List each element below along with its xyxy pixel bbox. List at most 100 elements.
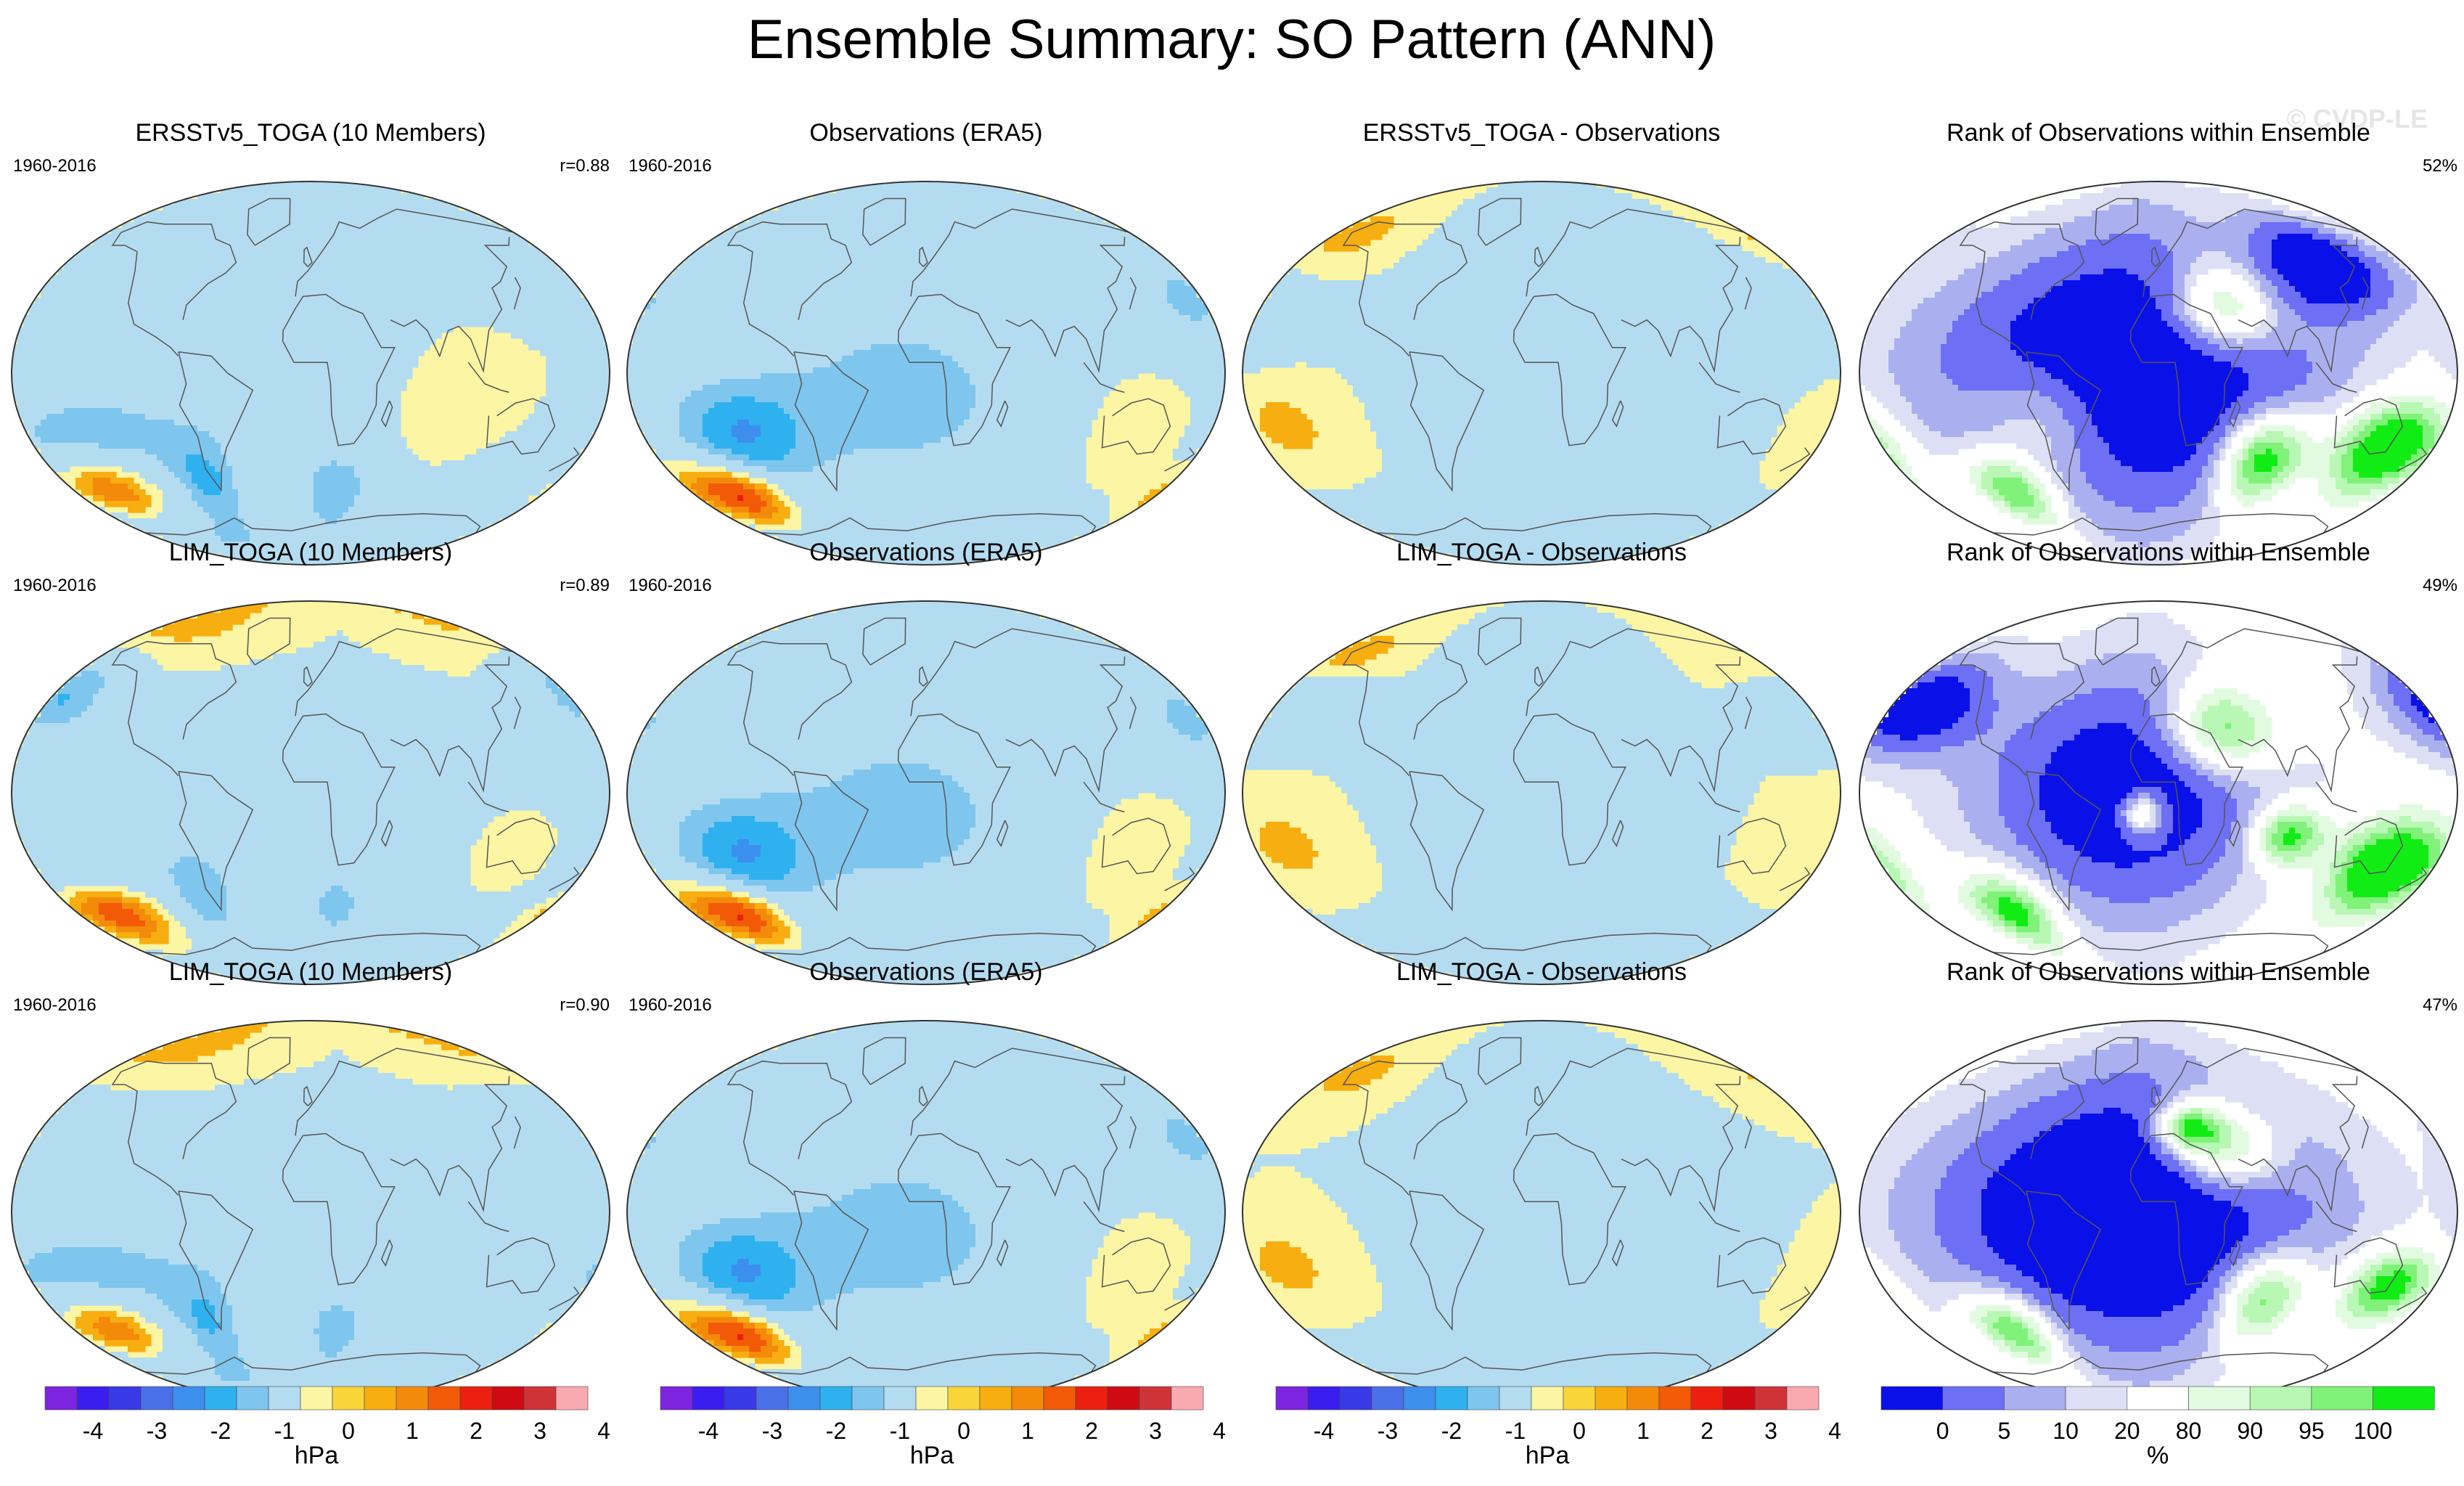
- coastline: [736, 221, 853, 320]
- coastline: [295, 628, 515, 717]
- coastline: [1716, 1237, 1787, 1294]
- colorbar-swatch: [2373, 1386, 2435, 1411]
- colorbar-swatch: [724, 1386, 757, 1411]
- map-outline: [626, 600, 1226, 985]
- colorbar-swatch: [236, 1386, 269, 1411]
- map-panel-6: Observations (ERA5) 1960-2016: [626, 539, 1226, 985]
- colorbar-swatch: [2188, 1386, 2251, 1411]
- coastline: [1968, 640, 2085, 740]
- coastline: [120, 640, 237, 740]
- coastline: [918, 246, 928, 267]
- panel-title: ERSSTv5_TOGA - Observations: [1363, 119, 1721, 147]
- coastline: [726, 232, 795, 356]
- map-outline: [11, 600, 610, 985]
- colorbar-tick-label: 1: [1637, 1418, 1650, 1444]
- coastline: [1478, 1037, 1522, 1085]
- colorbar-swatch: [1339, 1386, 1372, 1411]
- coastline: [996, 400, 1009, 428]
- coastline: [1959, 232, 2027, 356]
- colorbar-tick-label: -4: [83, 1418, 103, 1444]
- coastline: [2026, 1190, 2102, 1331]
- coastline: [761, 932, 1097, 955]
- coastline: [390, 656, 510, 793]
- coastline: [726, 1071, 795, 1196]
- coastline: [1968, 221, 2085, 320]
- coastline: [380, 1239, 393, 1267]
- colorbar-tick-label: 3: [1149, 1418, 1162, 1444]
- colorbar-tick-label: 2: [1085, 1418, 1098, 1444]
- colorbar-units: hPa: [1526, 1442, 1570, 1469]
- coastline: [2129, 293, 2243, 446]
- coastline: [1526, 208, 1745, 297]
- coastline: [1005, 656, 1126, 793]
- coastline: [467, 362, 509, 393]
- colorbar-tick-label: 1: [1021, 1418, 1034, 1444]
- map-field: [12, 1021, 610, 1404]
- colorbar-tick-label: 0: [342, 1418, 355, 1444]
- coastline: [1621, 656, 1741, 793]
- colorbar-tick-label: -4: [698, 1418, 719, 1444]
- panel-title: Observations (ERA5): [809, 119, 1042, 147]
- coastline: [145, 1352, 481, 1375]
- coastline: [513, 696, 521, 730]
- colorbar-tick-label: 4: [597, 1418, 610, 1444]
- coastline: [1129, 1116, 1137, 1149]
- coastline: [2238, 1076, 2358, 1213]
- coastline: [736, 1060, 853, 1159]
- colorbar-swatch: [204, 1386, 237, 1411]
- coastline: [1513, 713, 1626, 866]
- coastline: [1959, 1071, 2027, 1196]
- colorbar-swatch: [947, 1386, 981, 1411]
- coastline: [390, 237, 510, 374]
- colorbar-swatch: [1403, 1386, 1436, 1411]
- colorbar-swatch: [1371, 1386, 1404, 1411]
- colorbar-swatch: [1626, 1386, 1660, 1411]
- colorbar-tick-label: 4: [1828, 1418, 1841, 1444]
- panel-statistic: r=0.90: [560, 995, 610, 1015]
- coastline: [145, 513, 481, 536]
- map-panel-4: Rank of Observations within Ensemble 52%: [1859, 119, 2458, 566]
- panel-period: 1960-2016: [13, 156, 97, 176]
- colorbar-tick-label: -1: [1505, 1418, 1526, 1444]
- colorbar-swatch: [1171, 1386, 1204, 1411]
- map-field: [1243, 181, 1841, 565]
- coastline: [1698, 1201, 1740, 1233]
- coastline: [1351, 640, 1468, 740]
- coastline: [2129, 713, 2243, 866]
- contour-colorbar-3: -4 -3 -2 -1 0 1 2 3 4 hPa: [1275, 1386, 1841, 1469]
- coastline: [1534, 1085, 1544, 1106]
- colorbar-swatch: [427, 1386, 461, 1411]
- colorbar-swatch: [1139, 1386, 1172, 1411]
- coastline: [303, 246, 313, 267]
- coastline: [2361, 1116, 2369, 1149]
- colorbar-tick-label: 0: [1573, 1418, 1586, 1444]
- coastline: [1342, 232, 1410, 356]
- coastline: [2315, 1201, 2357, 1233]
- coastline: [736, 640, 853, 740]
- coastline: [1780, 447, 1811, 472]
- coastline: [1376, 932, 1712, 955]
- coastline: [111, 232, 179, 356]
- coastline: [897, 713, 1011, 866]
- coastline: [1342, 651, 1410, 776]
- coastline: [2095, 1037, 2139, 1085]
- coastline: [1526, 628, 1745, 717]
- colorbar-swatch: [459, 1386, 493, 1411]
- coastline: [793, 770, 869, 912]
- colorbar-tick-label: -2: [1441, 1418, 1462, 1444]
- panel-period: 1960-2016: [629, 156, 712, 176]
- coastline: [1744, 277, 1752, 310]
- colorbar-swatch: [396, 1386, 429, 1411]
- colorbar-tick-label: -4: [1314, 1418, 1334, 1444]
- coastline: [1698, 781, 1740, 813]
- colorbar-swatch: [1658, 1386, 1692, 1411]
- coastline: [726, 651, 795, 776]
- colorbar-tick-label: 2: [470, 1418, 483, 1444]
- colorbar-swatch: [1754, 1386, 1788, 1411]
- coastline: [918, 666, 928, 687]
- map-field: [627, 601, 1225, 984]
- coastline: [1513, 293, 1626, 446]
- map-outline: [1859, 181, 2458, 566]
- colorbar-tick-label: -1: [274, 1418, 295, 1444]
